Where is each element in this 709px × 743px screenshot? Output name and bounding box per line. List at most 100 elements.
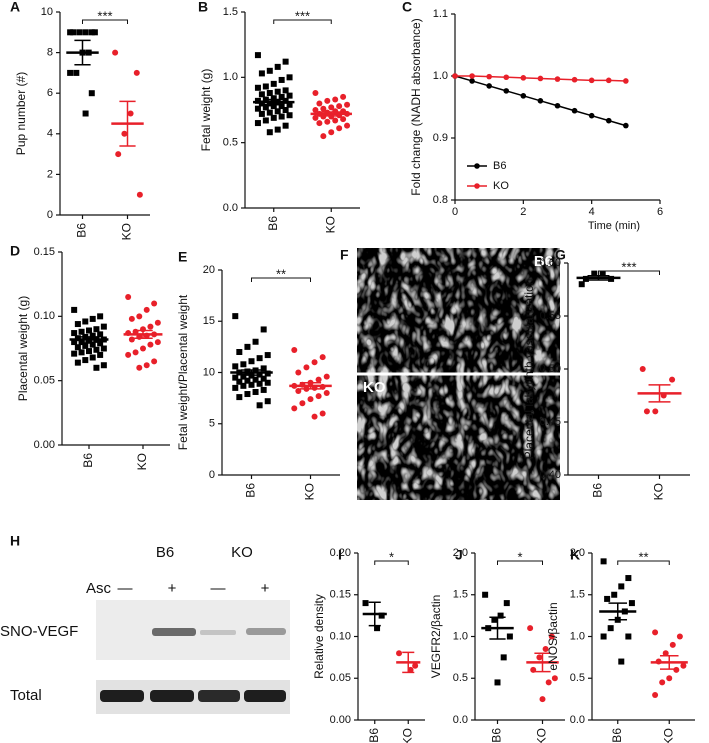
data-point bbox=[324, 97, 331, 104]
significance-label: * bbox=[389, 549, 394, 564]
data-point bbox=[240, 373, 247, 380]
data-point bbox=[74, 321, 81, 328]
data-point bbox=[128, 336, 135, 343]
data-point bbox=[605, 77, 612, 84]
y-tick-label: 0.55 bbox=[540, 310, 561, 322]
data-point bbox=[76, 29, 83, 36]
data-point bbox=[73, 69, 80, 76]
y-tick-label: 0.00 bbox=[34, 439, 55, 451]
data-point bbox=[258, 70, 265, 77]
significance-bracket bbox=[82, 19, 128, 24]
data-point bbox=[307, 396, 314, 403]
data-point bbox=[127, 110, 134, 117]
data-point bbox=[140, 345, 146, 352]
data-point bbox=[100, 323, 107, 330]
y-tick-label: 0.5 bbox=[223, 137, 238, 149]
data-point bbox=[312, 114, 319, 121]
data-point bbox=[299, 400, 306, 407]
blot-band bbox=[150, 690, 194, 702]
y-tick-label: 0.15 bbox=[330, 589, 351, 601]
data-point bbox=[666, 675, 673, 682]
data-point bbox=[537, 75, 544, 82]
data-point bbox=[652, 629, 659, 636]
data-point bbox=[115, 151, 122, 158]
data-point bbox=[260, 386, 267, 393]
y-tick-label: 0.0 bbox=[223, 202, 238, 214]
data-point bbox=[236, 394, 243, 401]
data-point bbox=[266, 109, 273, 116]
data-point bbox=[256, 380, 263, 387]
data-point bbox=[623, 122, 629, 129]
data-point bbox=[236, 349, 243, 355]
data-point bbox=[599, 270, 606, 277]
y-tick-label: 2.0 bbox=[453, 547, 468, 559]
data-point bbox=[133, 69, 140, 76]
data-point bbox=[112, 49, 119, 56]
legend-label: KO bbox=[493, 180, 509, 192]
data-point bbox=[100, 362, 107, 369]
data-point bbox=[88, 29, 95, 36]
blot-row-label: Total bbox=[10, 687, 42, 704]
data-point bbox=[89, 332, 96, 339]
data-point bbox=[93, 346, 100, 353]
panel-letter: I bbox=[338, 547, 342, 563]
data-point bbox=[74, 359, 81, 366]
significance-bracket bbox=[497, 560, 543, 565]
y-axis-label: Fold change (NADH absorbance) bbox=[409, 18, 423, 195]
y-tick-label: 0.10 bbox=[330, 630, 351, 642]
blot-treatment: + bbox=[261, 580, 270, 597]
data-point bbox=[151, 358, 158, 365]
data-point bbox=[315, 376, 322, 383]
data-point bbox=[319, 354, 326, 361]
data-point bbox=[486, 73, 492, 80]
data-point bbox=[91, 29, 98, 36]
data-point bbox=[669, 641, 676, 648]
data-point bbox=[469, 73, 475, 79]
data-point bbox=[571, 107, 578, 114]
data-point bbox=[282, 107, 289, 113]
data-point bbox=[254, 105, 261, 112]
x-tick-label: KO bbox=[400, 728, 414, 743]
data-point bbox=[89, 315, 96, 322]
y-axis-label: Relative density bbox=[312, 594, 326, 679]
data-point bbox=[520, 93, 527, 99]
data-point bbox=[286, 74, 293, 81]
data-point bbox=[662, 650, 669, 657]
significance-label: ** bbox=[638, 549, 648, 564]
y-axis-label: Fetal weight/Placental weight bbox=[176, 294, 190, 450]
data-point bbox=[336, 103, 343, 110]
data-point bbox=[71, 306, 78, 313]
data-point bbox=[82, 342, 89, 349]
data-point bbox=[396, 650, 403, 657]
data-point bbox=[266, 90, 273, 97]
y-tick-label: 0.5 bbox=[453, 672, 468, 684]
data-point bbox=[82, 318, 89, 325]
y-tick-label: 0.50 bbox=[540, 363, 561, 375]
data-point bbox=[270, 114, 277, 121]
panel-letter: D bbox=[10, 243, 20, 259]
data-point bbox=[554, 76, 561, 82]
significance-label: *** bbox=[97, 8, 112, 23]
data-point bbox=[258, 91, 265, 98]
blot-treatment: — bbox=[211, 580, 226, 597]
data-point bbox=[340, 116, 347, 123]
data-point bbox=[291, 346, 298, 353]
data-point bbox=[578, 281, 585, 288]
data-point bbox=[319, 410, 326, 417]
data-point bbox=[262, 104, 269, 111]
micrograph-label: KO bbox=[363, 379, 386, 396]
data-point bbox=[244, 391, 251, 398]
data-point bbox=[254, 97, 261, 104]
y-axis-label: Placental weight (g) bbox=[16, 296, 30, 401]
x-tick-label: B6 bbox=[591, 483, 605, 498]
data-point bbox=[537, 98, 544, 104]
significance-label: *** bbox=[621, 259, 636, 274]
x-tick-label: B6 bbox=[610, 728, 624, 743]
data-point bbox=[71, 339, 78, 346]
data-point bbox=[332, 117, 339, 124]
y-tick-label: 1.1 bbox=[433, 8, 448, 20]
data-point bbox=[320, 133, 327, 140]
data-point bbox=[89, 354, 96, 361]
y-tick-label: 2 bbox=[47, 168, 53, 180]
